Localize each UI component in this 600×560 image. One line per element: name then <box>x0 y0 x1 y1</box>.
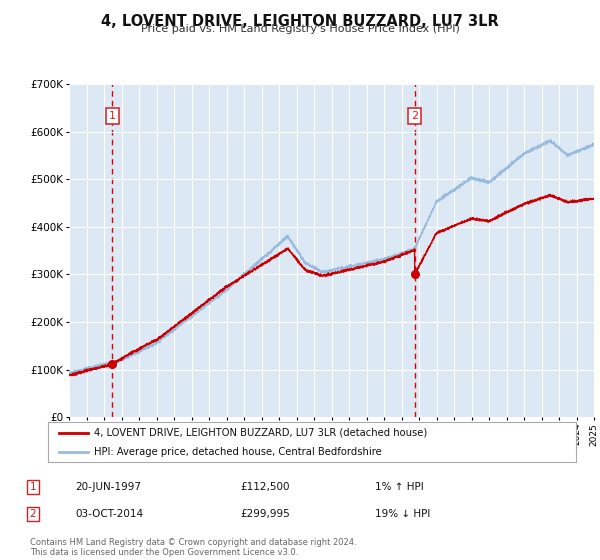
Text: HPI: Average price, detached house, Central Bedfordshire: HPI: Average price, detached house, Cent… <box>94 447 382 457</box>
Text: 1: 1 <box>109 111 116 120</box>
Text: 20-JUN-1997: 20-JUN-1997 <box>75 482 141 492</box>
Text: 4, LOVENT DRIVE, LEIGHTON BUZZARD, LU7 3LR: 4, LOVENT DRIVE, LEIGHTON BUZZARD, LU7 3… <box>101 14 499 29</box>
Text: £299,995: £299,995 <box>240 509 290 519</box>
Text: 2: 2 <box>411 111 418 120</box>
Text: 4, LOVENT DRIVE, LEIGHTON BUZZARD, LU7 3LR (detached house): 4, LOVENT DRIVE, LEIGHTON BUZZARD, LU7 3… <box>94 428 428 437</box>
Text: 19% ↓ HPI: 19% ↓ HPI <box>375 509 430 519</box>
Text: Contains HM Land Registry data © Crown copyright and database right 2024.
This d: Contains HM Land Registry data © Crown c… <box>30 538 356 557</box>
Text: 2: 2 <box>29 509 37 519</box>
Text: 03-OCT-2014: 03-OCT-2014 <box>75 509 143 519</box>
Text: 1% ↑ HPI: 1% ↑ HPI <box>375 482 424 492</box>
Text: 1: 1 <box>29 482 37 492</box>
Text: £112,500: £112,500 <box>240 482 290 492</box>
Text: Price paid vs. HM Land Registry's House Price Index (HPI): Price paid vs. HM Land Registry's House … <box>140 24 460 34</box>
